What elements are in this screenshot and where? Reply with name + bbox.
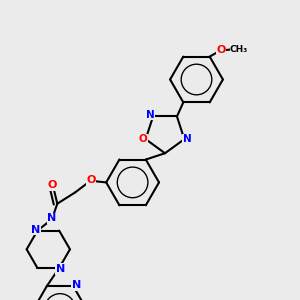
Text: N: N xyxy=(32,225,40,235)
Text: O: O xyxy=(216,45,226,55)
Text: N: N xyxy=(72,280,81,290)
Text: N: N xyxy=(56,264,65,274)
Text: O: O xyxy=(138,134,147,144)
Text: O: O xyxy=(47,180,57,190)
Text: O: O xyxy=(86,175,96,185)
Text: CH₃: CH₃ xyxy=(230,45,248,54)
Text: N: N xyxy=(183,134,192,144)
Text: N: N xyxy=(146,110,154,120)
Text: N: N xyxy=(47,213,56,224)
